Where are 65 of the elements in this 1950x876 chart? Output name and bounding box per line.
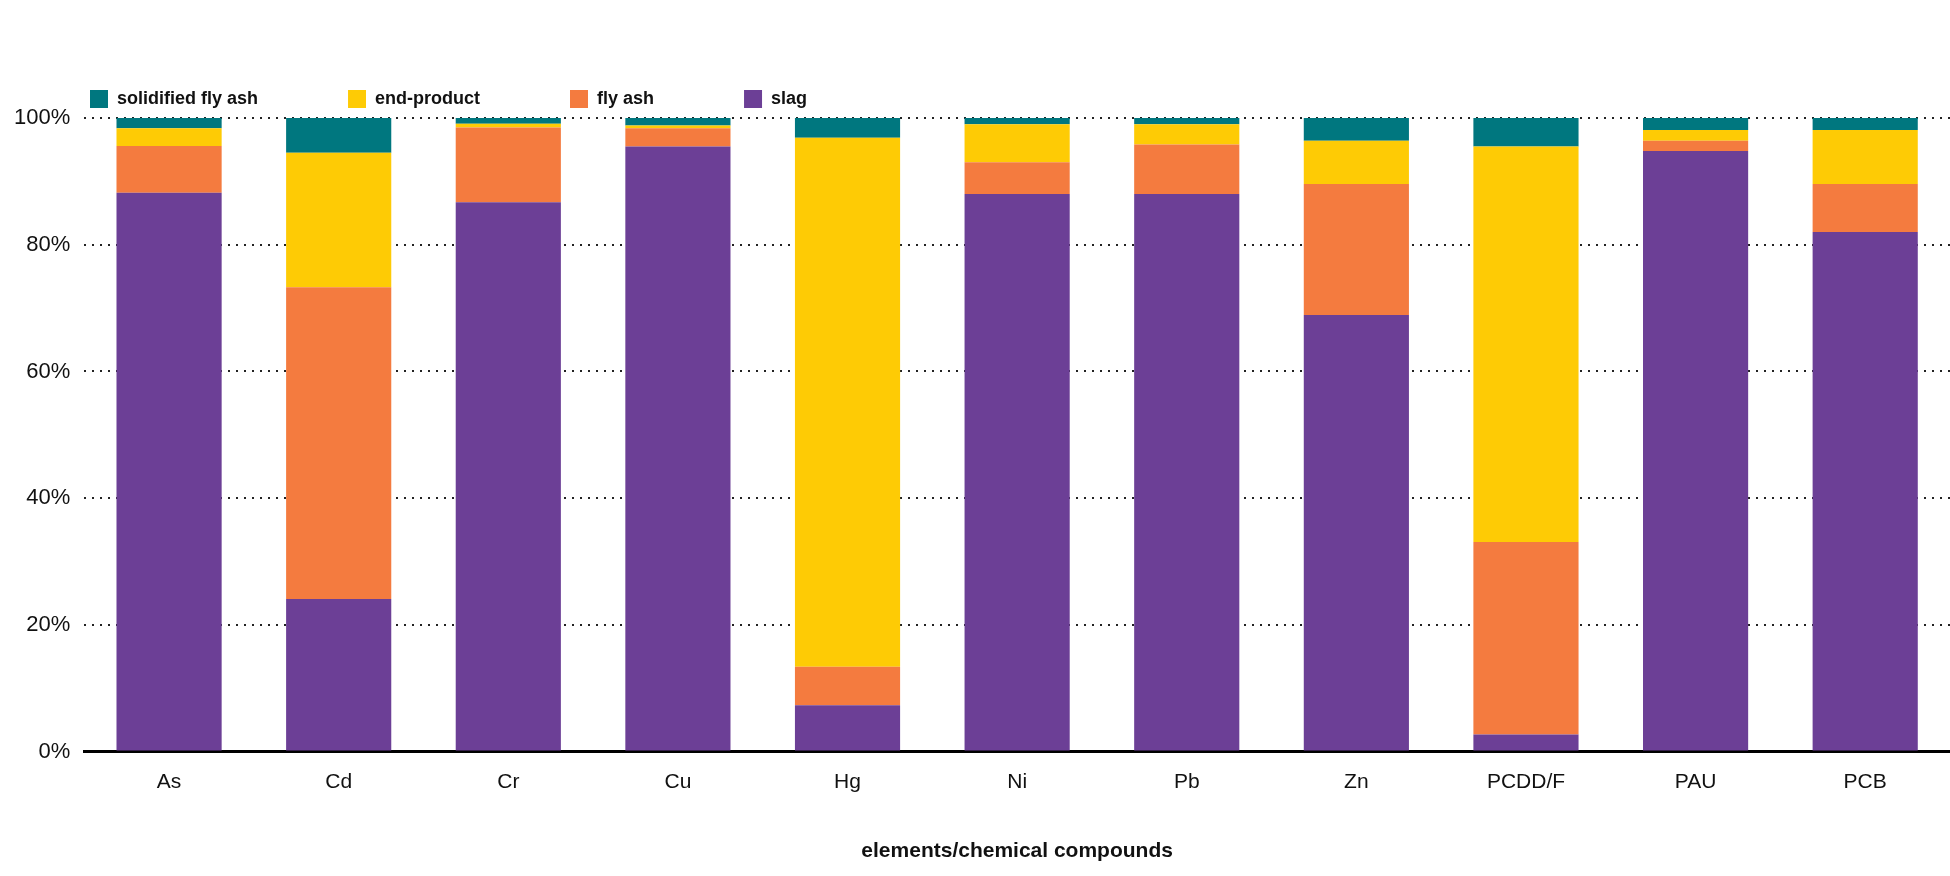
bar [455,118,561,124]
x-tick-label: Cd [325,769,353,792]
x-tick-label: As [156,769,182,792]
y-tick-label: 100% [13,104,71,130]
y-tick-label: 60% [26,357,71,383]
bar [1303,118,1409,141]
x-tick-label: Hg [834,769,861,792]
legend-label: end-product [375,87,481,108]
bar [1643,150,1749,751]
bar [1303,140,1409,184]
y-tick-label: 20% [26,610,71,636]
bar [1303,183,1409,316]
bar [964,162,1070,195]
bar [116,118,222,129]
x-tick-label: Cu [664,769,692,792]
bar [1134,194,1240,751]
bar [286,287,392,599]
x-tick-label: Zn [1344,769,1369,792]
bar [1812,183,1918,233]
bar [1134,144,1240,195]
bar [116,128,222,146]
y-tick-label: 40% [26,484,71,510]
x-axis-title: elements/chemical compounds [861,838,1173,862]
x-tick-label: PAU [1674,769,1717,792]
x-tick-label: PCDD/F [1486,769,1566,792]
bar [1134,124,1240,145]
legend-label: solidified fly ash [117,87,259,108]
x-tick-label: Cr [497,769,520,792]
bar [455,123,561,128]
legend-label: slag [771,87,808,108]
bar [1473,146,1579,542]
bar [286,118,392,153]
bar [1812,130,1918,184]
x-tick-label: PCB [1843,769,1887,792]
bar [455,202,561,751]
bar [1473,118,1579,147]
bar [116,192,222,751]
bar [964,118,1070,125]
legend-label: fly ash [597,87,655,108]
bar [1303,315,1409,751]
bar [1643,130,1749,141]
bar [1473,734,1579,751]
bar [286,598,392,751]
bar [625,146,731,751]
bar [1812,232,1918,751]
bar [286,152,392,288]
bar [794,137,901,667]
x-tick-label: Pb [1173,769,1200,792]
bar [625,128,731,147]
bar [1643,140,1749,151]
bar [1134,118,1240,125]
y-tick-label: 80% [26,230,71,256]
bar [1473,541,1579,735]
bar [455,127,561,203]
bar [794,705,901,751]
bar [625,118,731,126]
y-tick-label: 0% [38,737,71,763]
bar [794,666,901,706]
bar [794,118,901,138]
bar [1812,118,1918,131]
x-tick-label: Ni [1007,769,1028,792]
bar [1643,118,1749,131]
bar [964,194,1070,751]
bar [964,124,1070,163]
bar [116,145,222,193]
